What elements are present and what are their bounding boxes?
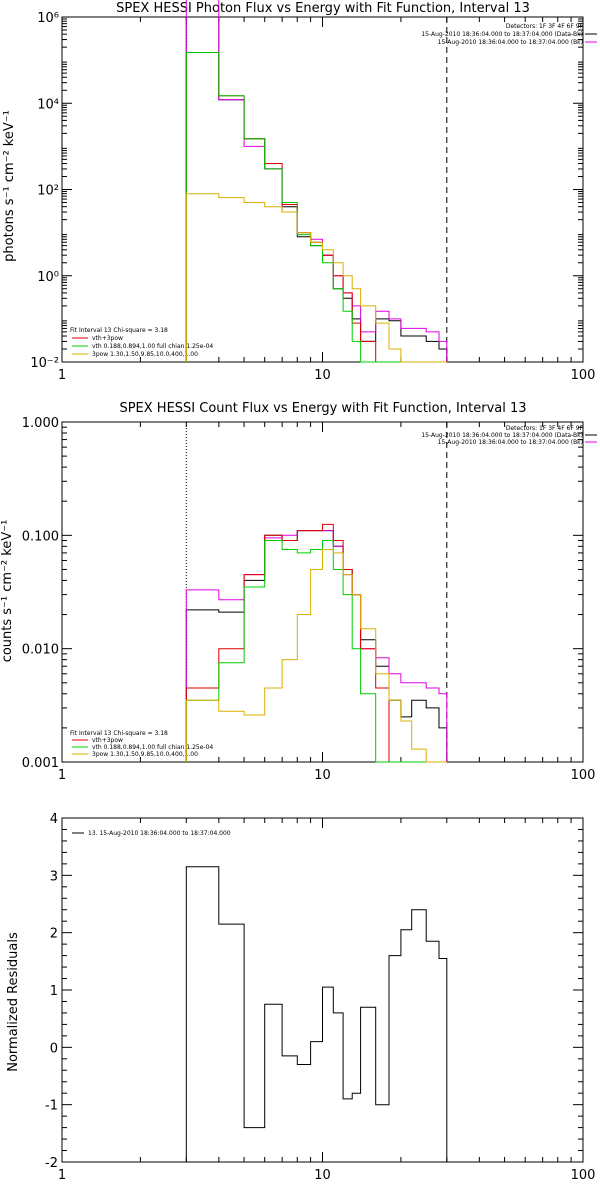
y-tick-label: 4 — [50, 812, 58, 827]
y-axis-label: counts s⁻¹ cm⁻² keV⁻¹ — [0, 520, 15, 663]
histogram-series-3 — [185, 52, 447, 363]
info-detectors: Detectors: 1F 3F 4F 6F 9F — [506, 425, 584, 432]
fit-model: vth+3pow — [92, 737, 123, 744]
fit-chisq: Fit Interval 13 Chi-square = 3.18 — [70, 730, 168, 737]
histogram-series-4 — [185, 193, 447, 363]
info-detectors: Detectors: 1F 3F 4F 6F 9F — [506, 23, 584, 30]
y-tick-label: 3 — [50, 869, 58, 884]
chart-title: SPEX HESSI Photon Flux vs Energy with Fi… — [116, 1, 530, 16]
residuals-panel: Normalized Residuals 13. 15-Aug-2010 18:… — [6, 812, 595, 1183]
info-legend: Detectors: 1F 3F 4F 6F 9F 15-Aug-2010 18… — [421, 425, 583, 446]
info-data-interval: 15-Aug-2010 18:36:04.000 to 18:37:04.000… — [421, 432, 583, 439]
fit-vth-params: vth 0.188,0.894,1.00 full chian 1.25e-04 — [92, 343, 213, 350]
histogram-series-0 — [185, 16, 448, 362]
chart-title: SPEX HESSI Count Flux vs Energy with Fit… — [119, 401, 526, 416]
histogram-series-0 — [185, 530, 448, 762]
x-tick-label: 10 — [314, 768, 331, 783]
x-tick-label: 10 — [314, 1168, 331, 1183]
y-tick-label: 1.000 — [22, 416, 59, 431]
histogram-series-2 — [185, 52, 447, 363]
x-tick-label: 1 — [58, 1168, 66, 1183]
y-tick-label: 0.010 — [22, 643, 59, 658]
plot-frame — [61, 421, 584, 763]
y-tick-label: -2 — [45, 1156, 58, 1171]
y-tick-label: 2 — [50, 927, 58, 942]
y-tick-label: 10² — [37, 184, 59, 199]
histogram-series-1 — [185, 530, 448, 762]
info-data-interval: 15-Aug-2010 18:36:04.000 to 18:37:04.000… — [421, 31, 583, 38]
fit-chisq: Fit Interval 13 Chi-square = 3.18 — [70, 327, 168, 334]
y-tick-label: 10⁻² — [30, 356, 59, 371]
x-tick-label: 10 — [314, 368, 331, 383]
x-tick-label: 1 — [58, 768, 66, 783]
y-tick-label: 10⁶ — [37, 11, 59, 26]
info-bk-interval: 15-Aug-2010 18:36:04.000 to 18:37:04.000… — [438, 439, 583, 446]
fit-legend: Fit Interval 13 Chi-square = 3.18 vth+3p… — [70, 730, 213, 758]
x-tick-label: 100 — [571, 368, 596, 383]
histogram-series-0 — [185, 866, 448, 1162]
fit-vth-params: vth 0.188,0.894,1.00 full chian 1.25e-04 — [92, 744, 213, 751]
y-tick-label: 10⁰ — [37, 270, 59, 285]
info-interval: 13. 15-Aug-2010 18:36:04.000 to 18:37:04… — [88, 830, 231, 837]
info-legend: 13. 15-Aug-2010 18:36:04.000 to 18:37:04… — [88, 830, 231, 837]
info-bk-interval: 15-Aug-2010 18:36:04.000 to 18:37:04.000… — [438, 39, 583, 46]
fit-3pow-params: 3pow 1.30,1.50,9.85,10.0,400,1.00 — [92, 751, 198, 758]
info-legend: Detectors: 1F 3F 4F 6F 9F 15-Aug-2010 18… — [421, 23, 583, 46]
histogram-series-1 — [185, 0, 448, 362]
y-axis-label: photons s⁻¹ cm⁻² keV⁻¹ — [2, 110, 17, 262]
count-flux-panel: SPEX HESSI Count Flux vs Energy with Fit… — [0, 401, 597, 783]
y-axis-label: Normalized Residuals — [6, 932, 21, 1072]
fit-3pow-params: 3pow 1.30,1.50,9.85,10.0,400,1.00 — [92, 351, 198, 358]
x-tick-label: 100 — [571, 768, 596, 783]
histogram-series-2 — [185, 523, 447, 763]
y-tick-label: 0.100 — [22, 529, 59, 544]
x-tick-label: 1 — [58, 368, 66, 383]
histogram-series-3 — [185, 540, 447, 763]
x-tick-label: 100 — [571, 1168, 596, 1183]
y-tick-label: 0 — [50, 1041, 58, 1056]
histogram-series-4 — [185, 549, 447, 763]
y-tick-label: 0.001 — [22, 756, 59, 771]
fit-legend: Fit Interval 13 Chi-square = 3.18 vth+3p… — [70, 327, 213, 358]
photon-flux-panel: SPEX HESSI Photon Flux vs Energy with Fi… — [2, 0, 597, 383]
fit-model: vth+3pow — [92, 335, 123, 342]
plot-frame — [61, 16, 584, 363]
y-tick-label: 1 — [50, 984, 58, 999]
y-tick-label: 10⁴ — [37, 97, 59, 112]
y-tick-label: -1 — [45, 1099, 58, 1114]
